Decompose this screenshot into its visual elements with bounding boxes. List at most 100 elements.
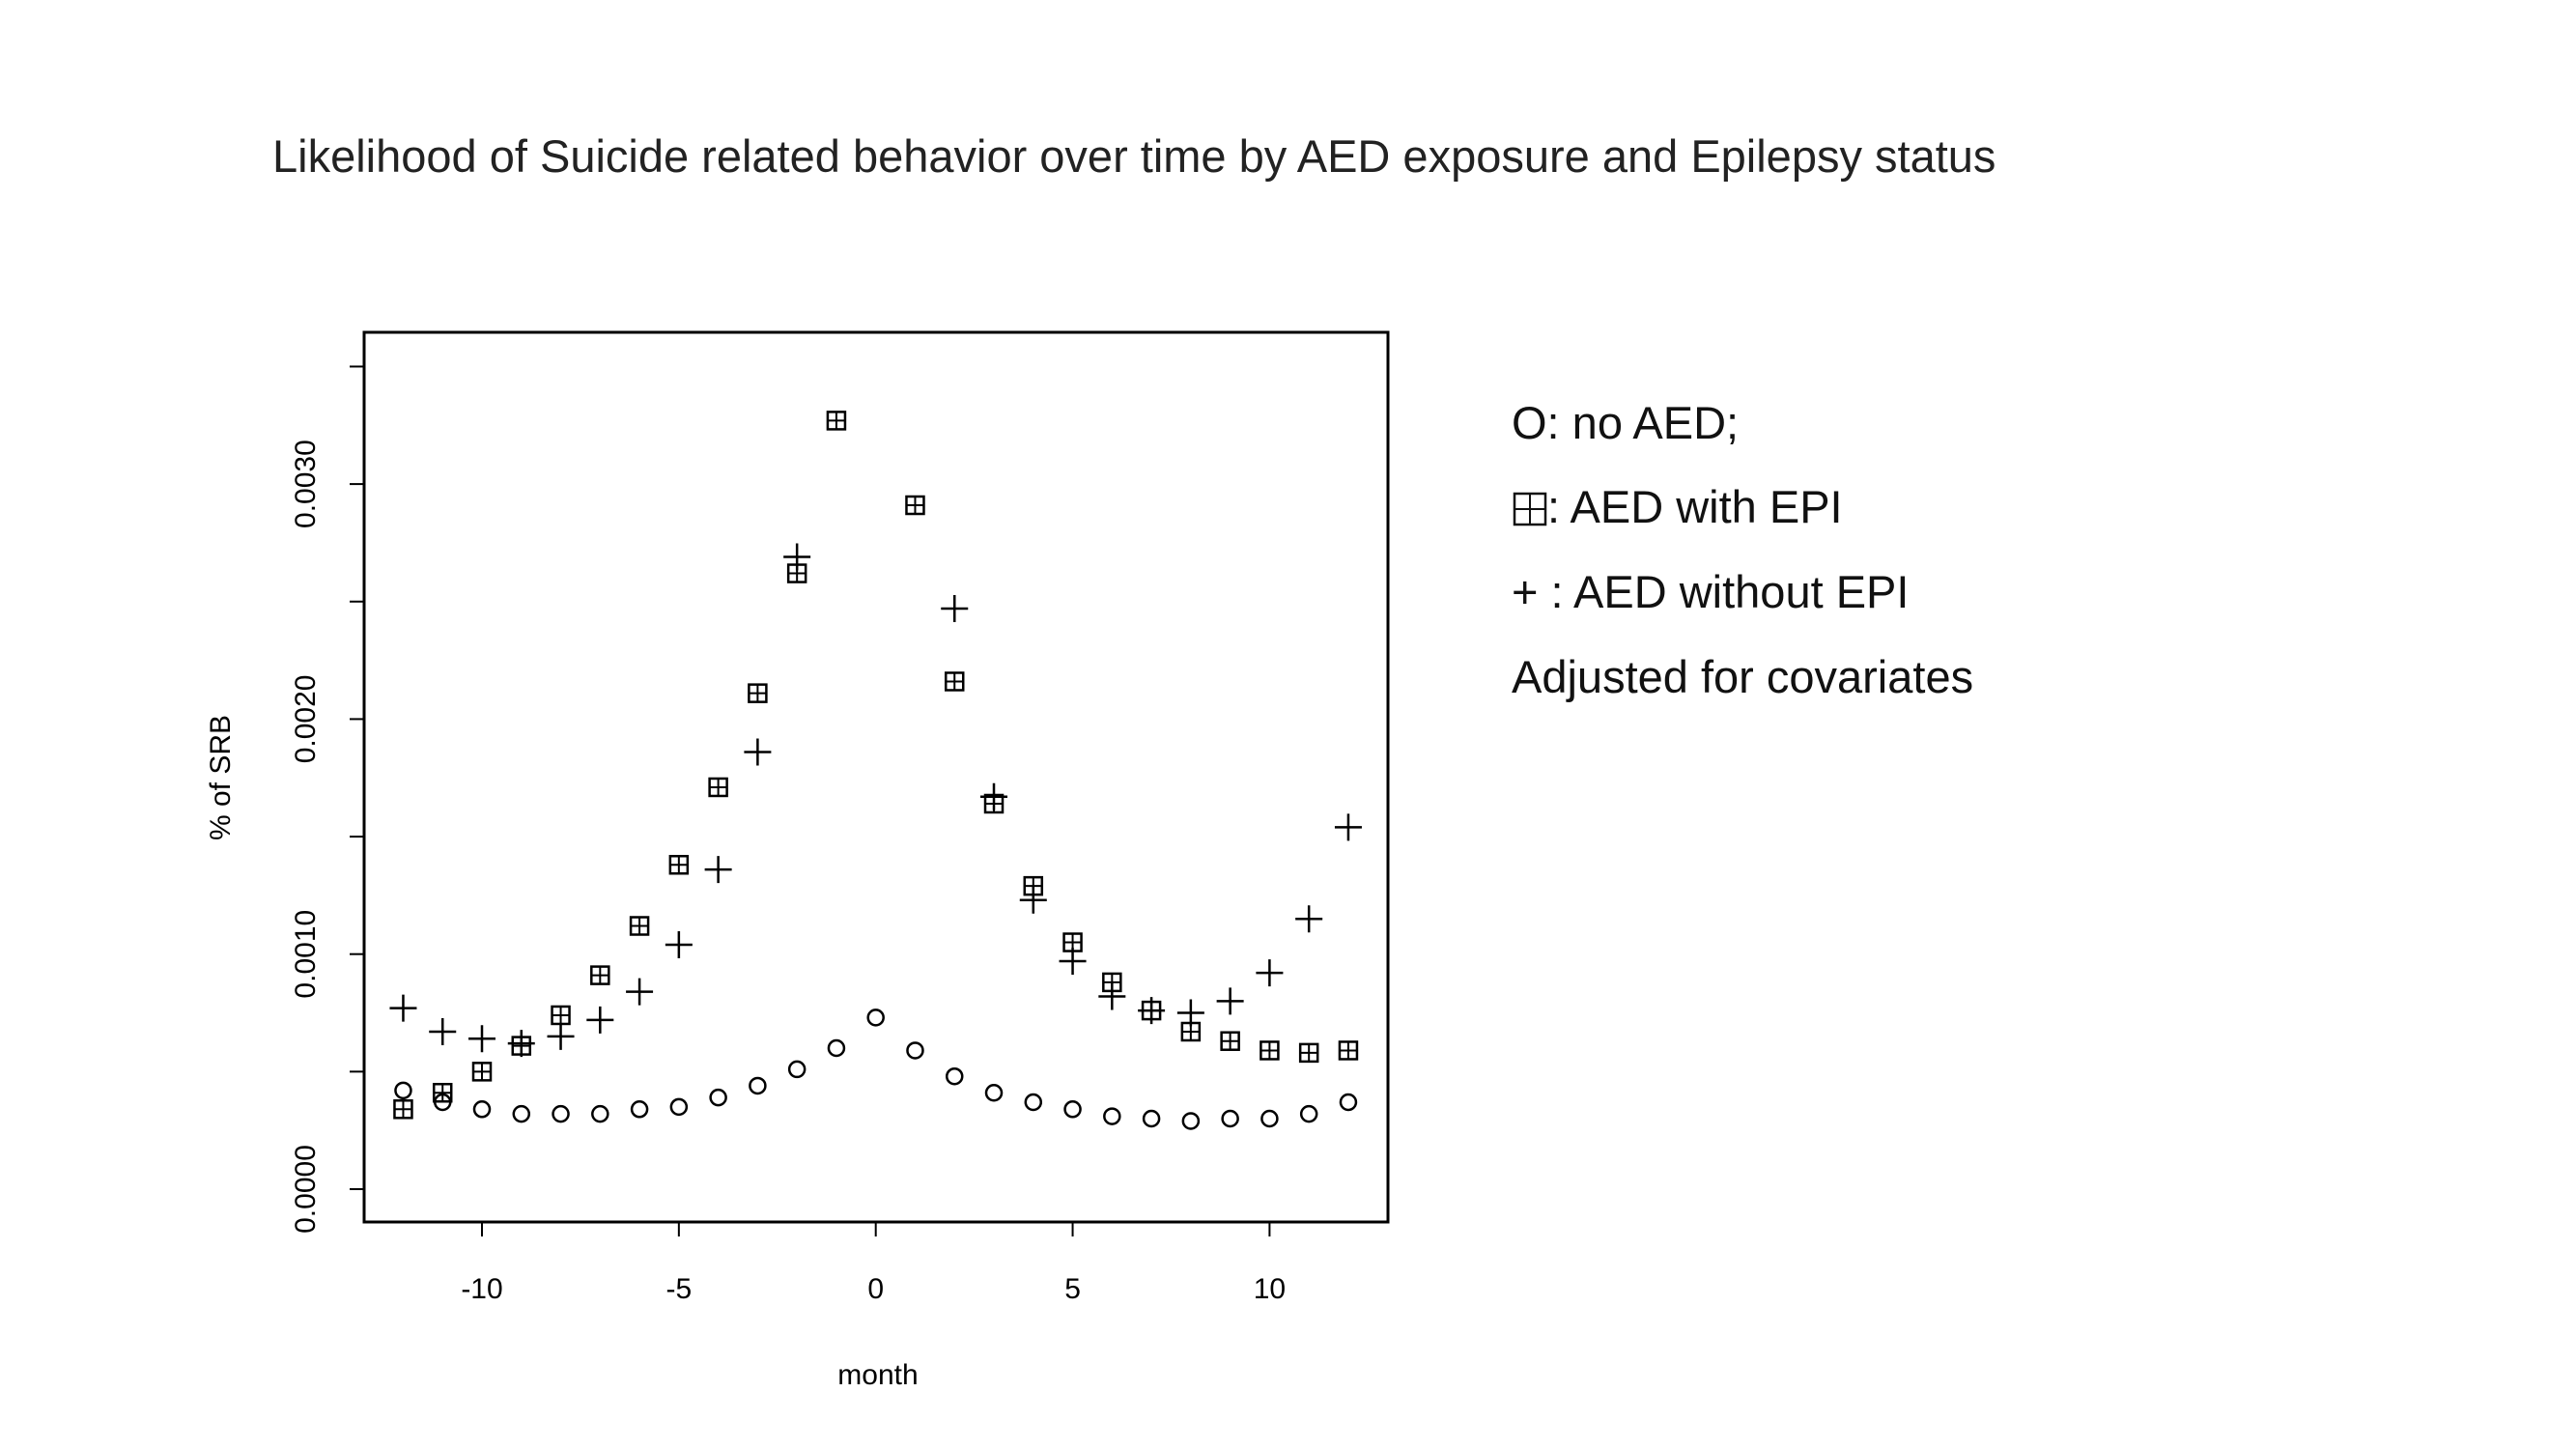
point-no-aed bbox=[709, 1088, 727, 1107]
point-no-aed bbox=[984, 1083, 1004, 1102]
legend-aed-with-epi: : AED with EPI bbox=[1513, 480, 1843, 533]
point-cross bbox=[906, 496, 924, 514]
point-cross bbox=[749, 684, 767, 702]
point-aed-with-epi bbox=[1298, 1042, 1319, 1064]
point-no-aed bbox=[1024, 1093, 1043, 1112]
series-boxed-plus bbox=[393, 411, 1359, 1120]
point-no-aed bbox=[394, 1081, 412, 1100]
point-no-aed bbox=[591, 1104, 609, 1123]
plot-frame bbox=[362, 330, 1390, 1224]
point-aed-with-epi bbox=[629, 916, 650, 936]
point-aed-with-epi bbox=[393, 1099, 413, 1120]
point-aed-without-epi bbox=[704, 856, 732, 884]
point-aed-without-epi bbox=[468, 1025, 495, 1053]
point-aed-with-epi bbox=[748, 683, 768, 703]
point-aed-without-epi bbox=[1256, 959, 1284, 987]
point-cross bbox=[631, 917, 649, 935]
point-aed-with-epi bbox=[708, 777, 728, 798]
series-plus bbox=[389, 543, 1362, 1058]
point-aed-without-epi bbox=[507, 1030, 535, 1058]
point-no-aed bbox=[827, 1038, 846, 1058]
point-cross bbox=[552, 1006, 570, 1024]
point-cross bbox=[1221, 1032, 1239, 1050]
point-aed-without-epi bbox=[547, 1022, 575, 1050]
point-aed-with-epi bbox=[432, 1082, 453, 1103]
point-aed-without-epi bbox=[1334, 813, 1362, 841]
y-axis-label: % of SRB bbox=[205, 715, 237, 840]
point-no-aed bbox=[1103, 1107, 1121, 1125]
point-no-aed bbox=[1181, 1112, 1201, 1130]
point-cross bbox=[709, 778, 727, 796]
point-aed-without-epi bbox=[1295, 905, 1323, 933]
point-aed-with-epi bbox=[1338, 1040, 1359, 1061]
point-aed-without-epi bbox=[1098, 982, 1126, 1010]
point-cross bbox=[1300, 1043, 1318, 1062]
point-aed-without-epi bbox=[665, 930, 693, 958]
point-aed-without-epi bbox=[941, 595, 969, 623]
point-aed-with-epi bbox=[1260, 1040, 1280, 1061]
x-axis-label: month bbox=[837, 1359, 918, 1391]
point-aed-without-epi bbox=[980, 782, 1008, 810]
point-no-aed bbox=[945, 1066, 964, 1086]
point-cross bbox=[669, 856, 688, 874]
point-aed-without-epi bbox=[626, 978, 654, 1006]
x-tick-label: 5 bbox=[1064, 1273, 1081, 1305]
x-tick-label: -5 bbox=[666, 1273, 693, 1305]
point-no-aed bbox=[512, 1104, 531, 1123]
y-tick-label: 0.0000 bbox=[290, 1145, 322, 1234]
point-aed-with-epi bbox=[590, 965, 610, 985]
point-cross bbox=[473, 1063, 491, 1081]
point-aed-without-epi bbox=[429, 1017, 457, 1045]
point-aed-without-epi bbox=[586, 1006, 614, 1034]
point-aed-without-epi bbox=[783, 543, 811, 571]
boxed-plus-icon bbox=[1513, 492, 1547, 526]
point-aed-with-epi bbox=[471, 1062, 493, 1082]
point-no-aed bbox=[1142, 1109, 1161, 1128]
point-aed-without-epi bbox=[1019, 886, 1047, 914]
point-cross bbox=[591, 966, 609, 984]
point-no-aed bbox=[1299, 1104, 1318, 1123]
y-tick-label: 0.0030 bbox=[290, 440, 322, 528]
chart-title: Likelihood of Suicide related behavior o… bbox=[272, 130, 1996, 182]
x-tick-label: 0 bbox=[867, 1273, 884, 1305]
point-aed-without-epi bbox=[1216, 987, 1244, 1015]
point-no-aed bbox=[787, 1060, 807, 1079]
point-aed-without-epi bbox=[1176, 999, 1204, 1027]
point-aed-without-epi bbox=[1059, 947, 1087, 975]
point-aed-with-epi bbox=[1220, 1031, 1240, 1051]
point-no-aed bbox=[630, 1100, 649, 1119]
point-no-aed bbox=[552, 1104, 570, 1123]
legend-aed-without-epi: + : AED without EPI bbox=[1512, 566, 1910, 617]
point-no-aed bbox=[1260, 1109, 1279, 1128]
point-no-aed bbox=[1221, 1109, 1239, 1128]
point-cross bbox=[1260, 1041, 1279, 1060]
point-aed-without-epi bbox=[1138, 997, 1166, 1025]
x-tick-label: 10 bbox=[1254, 1273, 1286, 1305]
point-no-aed bbox=[669, 1097, 689, 1117]
y-tick-label: 0.0020 bbox=[290, 675, 322, 764]
x-tick-label: -10 bbox=[461, 1273, 502, 1305]
point-no-aed bbox=[866, 1009, 885, 1027]
point-aed-with-epi bbox=[905, 495, 925, 516]
point-aed-without-epi bbox=[744, 738, 772, 766]
point-cross bbox=[1339, 1041, 1357, 1060]
legend-adjusted-note: Adjusted for covariates bbox=[1512, 651, 1974, 702]
point-no-aed bbox=[906, 1041, 924, 1060]
point-aed-with-epi bbox=[668, 854, 690, 875]
y-tick-label: 0.0010 bbox=[290, 910, 322, 999]
point-no-aed bbox=[1339, 1093, 1358, 1112]
point-cross bbox=[434, 1084, 452, 1102]
point-no-aed bbox=[472, 1100, 492, 1119]
point-aed-without-epi bbox=[389, 994, 417, 1022]
point-cross bbox=[827, 412, 845, 430]
point-aed-with-epi bbox=[551, 1005, 571, 1026]
point-cross bbox=[946, 672, 964, 691]
series-circle bbox=[394, 1009, 1358, 1130]
point-no-aed bbox=[749, 1076, 767, 1095]
point-aed-with-epi bbox=[944, 671, 965, 692]
point-aed-with-epi bbox=[826, 411, 847, 431]
point-cross bbox=[394, 1100, 412, 1119]
legend-aed-with-epi-label: : AED with EPI bbox=[1547, 481, 1843, 532]
legend-no-aed: O: no AED; bbox=[1512, 397, 1740, 448]
point-no-aed bbox=[1063, 1100, 1082, 1119]
